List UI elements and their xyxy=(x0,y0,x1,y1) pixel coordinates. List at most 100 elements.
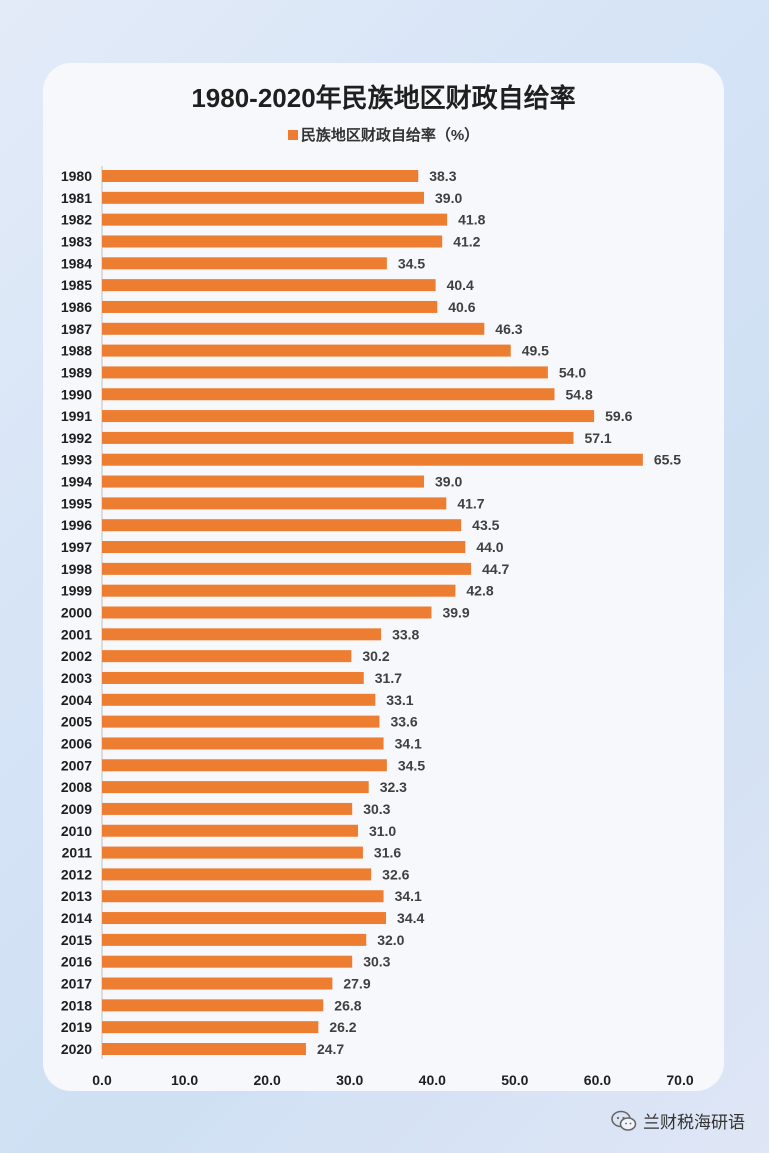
data-label: 30.3 xyxy=(363,954,390,970)
data-label: 31.6 xyxy=(374,845,401,861)
category-label: 2001 xyxy=(61,626,92,642)
bar xyxy=(102,781,369,794)
category-label: 1989 xyxy=(61,364,92,380)
data-label: 40.6 xyxy=(448,299,475,315)
bar xyxy=(102,453,643,466)
category-label: 1986 xyxy=(61,299,92,315)
data-label: 24.7 xyxy=(317,1041,344,1057)
category-label: 2002 xyxy=(61,648,92,664)
category-label: 2020 xyxy=(61,1041,92,1057)
bar xyxy=(102,300,438,313)
data-label: 27.9 xyxy=(343,976,370,992)
bar xyxy=(102,235,443,248)
bar xyxy=(102,410,595,423)
category-label: 2000 xyxy=(61,605,92,621)
x-tick-label: 40.0 xyxy=(419,1072,446,1088)
x-tick-label: 50.0 xyxy=(501,1072,528,1088)
category-label: 2012 xyxy=(61,866,92,882)
category-label: 1988 xyxy=(61,343,92,359)
bar xyxy=(102,999,324,1012)
category-label: 1993 xyxy=(61,452,92,468)
data-label: 41.7 xyxy=(457,495,484,511)
category-label: 1980 xyxy=(61,168,92,184)
bar xyxy=(102,890,384,903)
bar xyxy=(102,868,372,881)
category-label: 1992 xyxy=(61,430,92,446)
category-label: 1987 xyxy=(61,321,92,337)
bar xyxy=(102,541,466,554)
bar xyxy=(102,846,363,859)
bar xyxy=(102,388,555,401)
bar xyxy=(102,257,387,270)
category-label: 1994 xyxy=(61,474,92,490)
category-label: 2013 xyxy=(61,888,92,904)
category-label: 2011 xyxy=(62,845,93,861)
data-label: 34.1 xyxy=(395,888,422,904)
legend-label: 民族地区财政自给率（%） xyxy=(300,127,480,144)
category-label: 2018 xyxy=(61,997,92,1013)
x-tick-label: 30.0 xyxy=(336,1072,363,1088)
chart-title: 1980-2020年民族地区财政自给率 xyxy=(191,83,576,113)
category-label: 1997 xyxy=(61,539,92,555)
data-label: 44.7 xyxy=(482,561,509,577)
category-label: 1991 xyxy=(61,408,92,424)
category-label: 1995 xyxy=(61,495,92,511)
data-label: 41.2 xyxy=(453,233,480,249)
watermark: 兰财税海研语 xyxy=(611,1108,745,1133)
bar xyxy=(102,431,574,444)
data-label: 41.8 xyxy=(458,212,485,228)
category-label: 1990 xyxy=(61,386,92,402)
bar xyxy=(102,737,384,750)
data-label: 38.3 xyxy=(429,168,456,184)
category-label: 1999 xyxy=(61,583,92,599)
bar xyxy=(102,475,425,488)
bar xyxy=(102,802,353,815)
category-label: 1998 xyxy=(61,561,92,577)
bar xyxy=(102,584,456,597)
bar xyxy=(102,693,376,706)
bar xyxy=(102,824,358,837)
wechat-icon xyxy=(611,1110,637,1131)
bar xyxy=(102,562,472,575)
bar xyxy=(102,606,432,619)
bar xyxy=(102,322,485,335)
data-label: 59.6 xyxy=(605,408,632,424)
data-label: 65.5 xyxy=(654,452,681,468)
bar xyxy=(102,344,511,357)
category-label: 2017 xyxy=(61,976,92,992)
bar xyxy=(102,170,419,182)
bar xyxy=(102,650,352,663)
x-tick-label: 70.0 xyxy=(666,1072,693,1088)
data-label: 39.0 xyxy=(435,190,462,206)
data-label: 39.9 xyxy=(442,605,469,621)
bar xyxy=(102,519,462,532)
data-label: 40.4 xyxy=(447,277,474,293)
bar xyxy=(102,191,425,204)
bar xyxy=(102,366,548,379)
category-label: 2014 xyxy=(61,910,92,926)
data-label: 32.3 xyxy=(380,779,407,795)
data-label: 34.4 xyxy=(397,910,424,926)
data-label: 26.2 xyxy=(329,1019,356,1035)
x-tick-label: 10.0 xyxy=(171,1072,198,1088)
data-label: 33.1 xyxy=(386,692,413,708)
data-label: 54.8 xyxy=(565,386,592,402)
category-label: 1996 xyxy=(61,517,92,533)
category-label: 1981 xyxy=(61,190,92,206)
x-tick-label: 0.0 xyxy=(92,1072,112,1088)
watermark-text: 兰财税海研语 xyxy=(643,1113,745,1132)
data-label: 32.6 xyxy=(382,866,409,882)
data-label: 33.8 xyxy=(392,626,419,642)
category-label: 2005 xyxy=(61,714,92,730)
category-label: 1984 xyxy=(61,255,92,271)
category-label: 2010 xyxy=(61,823,92,839)
x-tick-label: 20.0 xyxy=(254,1072,281,1088)
bar xyxy=(102,1021,319,1034)
category-label: 2007 xyxy=(61,757,92,773)
data-label: 43.5 xyxy=(472,517,499,533)
category-label: 1985 xyxy=(61,277,92,293)
data-label: 33.6 xyxy=(390,714,417,730)
category-label: 2008 xyxy=(61,779,92,795)
category-label: 2015 xyxy=(61,932,92,948)
